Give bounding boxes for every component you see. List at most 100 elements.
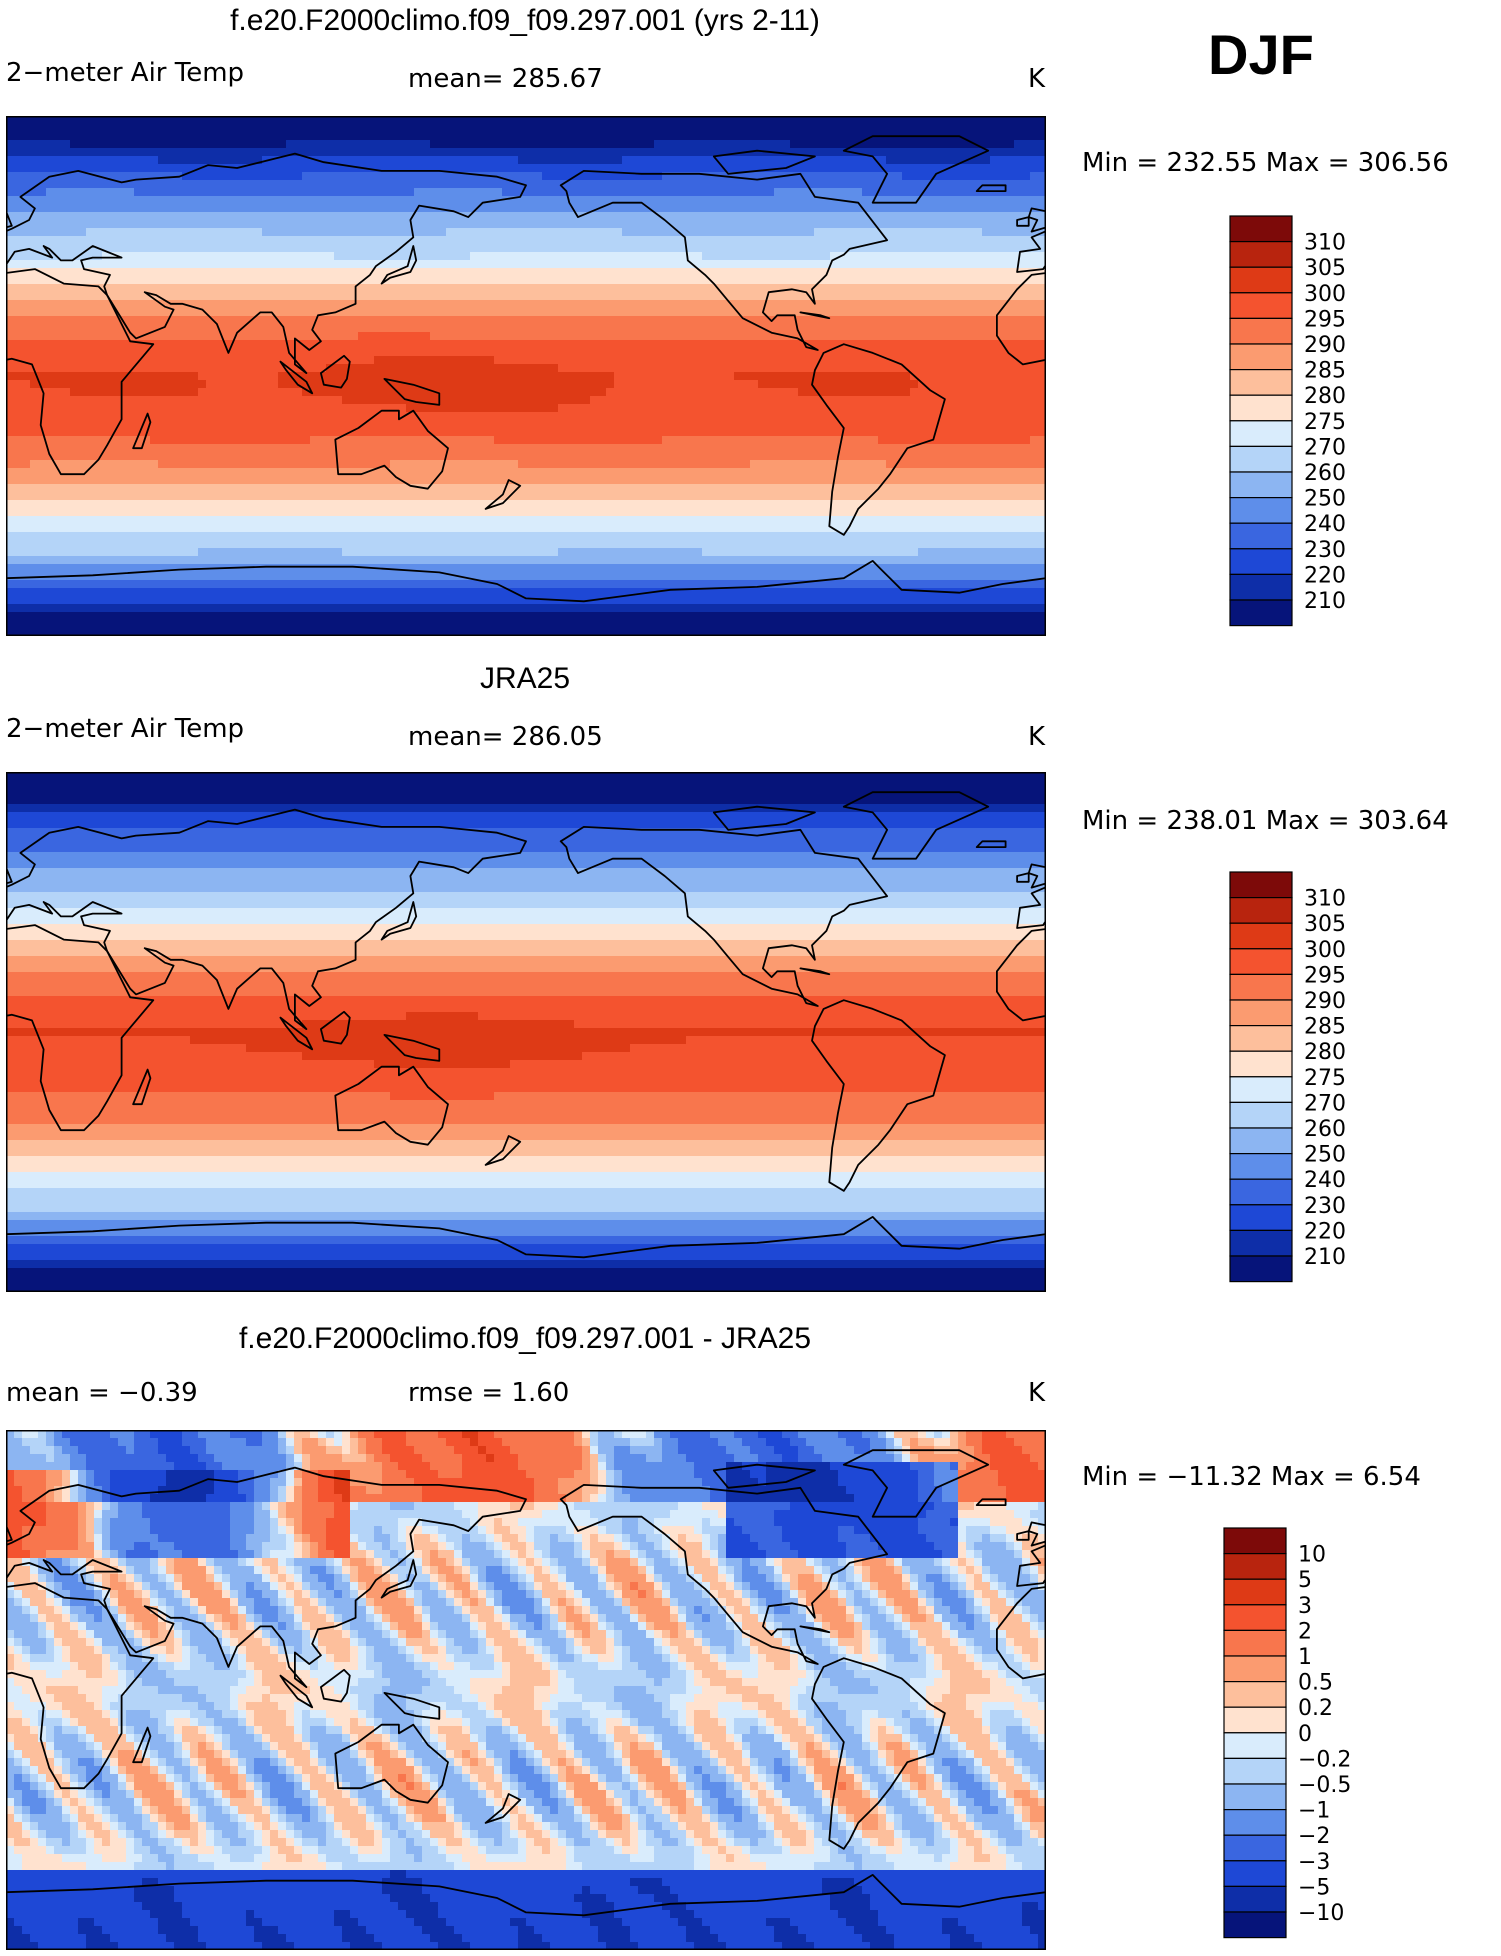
contour-cell: [862, 364, 871, 373]
contour-cell: [774, 364, 783, 373]
contour-cell: [358, 260, 367, 269]
contour-cell: [350, 124, 359, 133]
contour-cell: [838, 324, 847, 333]
contour-cell: [750, 316, 759, 325]
contour-cell: [990, 364, 999, 373]
contour-cell: [958, 164, 967, 173]
contour-cell: [190, 284, 199, 293]
contour-cell: [806, 284, 815, 293]
contour-cell: [798, 292, 807, 301]
contour-cell: [150, 332, 159, 341]
contour-cell: [190, 116, 199, 125]
contour-cell: [758, 348, 767, 357]
contour-cell: [246, 140, 255, 149]
contour-cell: [374, 332, 383, 341]
contour-cell: [134, 276, 143, 285]
contour-cell: [438, 276, 447, 285]
contour-cell: [886, 140, 895, 149]
contour-cell: [694, 116, 703, 125]
contour-cell: [78, 404, 87, 413]
contour-cell: [494, 364, 503, 373]
contour-cell: [782, 284, 791, 293]
contour-cell: [286, 188, 295, 197]
contour-cell: [230, 356, 239, 365]
contour-cell: [430, 364, 439, 373]
contour-cell: [894, 236, 903, 245]
contour-cell: [694, 156, 703, 165]
contour-cell: [6, 364, 15, 373]
contour-cell: [102, 268, 111, 277]
contour-cell: [886, 244, 895, 253]
contour-cell: [14, 388, 23, 397]
contour-cell: [150, 148, 159, 157]
contour-cell: [942, 244, 951, 253]
contour-cell: [630, 132, 639, 141]
contour-cell: [366, 132, 375, 141]
contour-cell: [846, 188, 855, 197]
contour-cell: [886, 156, 895, 165]
contour-cell: [134, 260, 143, 269]
contour-cell: [622, 228, 631, 237]
contour-cell: [390, 156, 399, 165]
contour-cell: [270, 356, 279, 365]
contour-cell: [518, 156, 527, 165]
contour-cell: [350, 196, 359, 205]
contour-cell: [278, 364, 287, 373]
contour-cell: [86, 204, 95, 213]
contour-cell: [942, 188, 951, 197]
contour-cell: [894, 244, 903, 253]
contour-cell: [902, 404, 911, 413]
contour-cell: [574, 204, 583, 213]
contour-cell: [334, 276, 343, 285]
contour-cell: [86, 292, 95, 301]
contour-cell: [278, 148, 287, 157]
contour-cell: [854, 372, 863, 381]
contour-cell: [398, 132, 407, 141]
contour-cell: [878, 228, 887, 237]
contour-cell: [902, 228, 911, 237]
contour-cell: [782, 404, 791, 413]
contour-cell: [110, 372, 119, 381]
contour-cell: [998, 156, 1007, 165]
contour-cell: [630, 124, 639, 133]
contour-cell: [334, 268, 343, 277]
contour-cell: [182, 340, 191, 349]
contour-cell: [30, 196, 39, 205]
contour-cell: [350, 412, 359, 421]
contour-cell: [622, 260, 631, 269]
contour-cell: [822, 156, 831, 165]
contour-cell: [142, 340, 151, 349]
contour-cell: [110, 340, 119, 349]
contour-cell: [470, 124, 479, 133]
contour-cell: [22, 252, 31, 261]
contour-cell: [446, 284, 455, 293]
contour-cell: [838, 180, 847, 189]
contour-cell: [902, 140, 911, 149]
contour-cell: [46, 196, 55, 205]
contour-cell: [462, 252, 471, 261]
contour-cell: [894, 260, 903, 269]
contour-cell: [54, 396, 63, 405]
contour-cell: [838, 140, 847, 149]
contour-cell: [966, 180, 975, 189]
contour-cell: [790, 132, 799, 141]
contour-cell: [278, 316, 287, 325]
contour-cell: [230, 212, 239, 221]
contour-cell: [206, 260, 215, 269]
contour-cell: [62, 348, 71, 357]
contour-cell: [950, 172, 959, 181]
contour-cell: [158, 156, 167, 165]
contour-cell: [374, 116, 383, 125]
contour-cell: [990, 284, 999, 293]
contour-cell: [422, 204, 431, 213]
contour-cell: [366, 292, 375, 301]
contour-cell: [358, 372, 367, 381]
contour-cell: [526, 236, 535, 245]
contour-cell: [998, 388, 1007, 397]
contour-cell: [622, 300, 631, 309]
contour-cell: [726, 340, 735, 349]
contour-cell: [30, 404, 39, 413]
contour-cell: [62, 332, 71, 341]
contour-cell: [6, 180, 15, 189]
contour-cell: [326, 396, 335, 405]
